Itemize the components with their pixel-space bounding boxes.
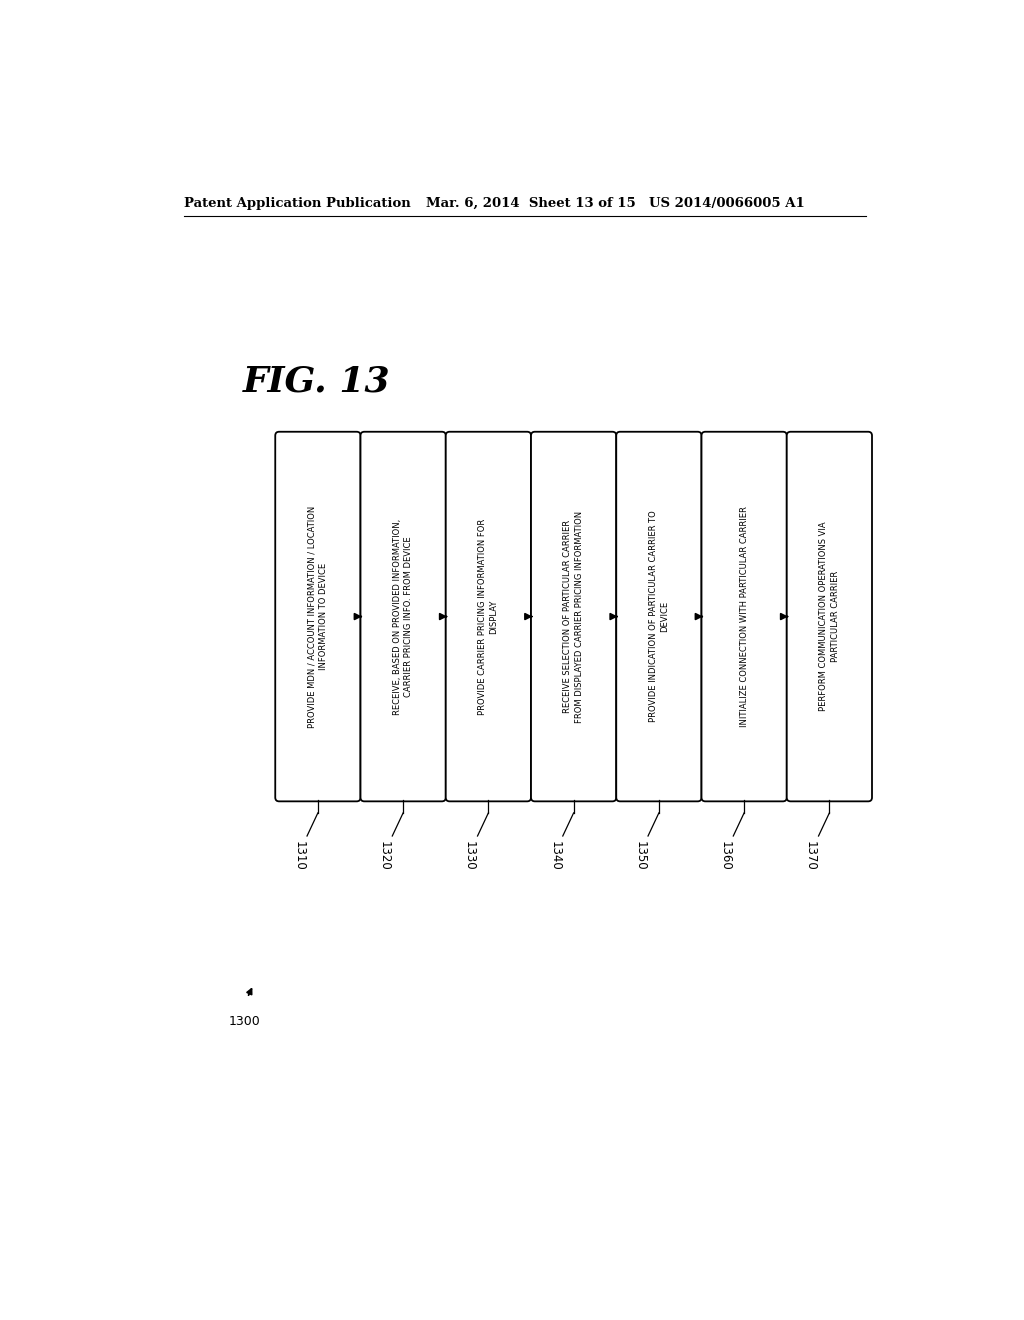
FancyBboxPatch shape: [786, 432, 872, 801]
FancyBboxPatch shape: [701, 432, 786, 801]
Text: 1340: 1340: [548, 841, 561, 871]
Text: Patent Application Publication: Patent Application Publication: [183, 197, 411, 210]
FancyBboxPatch shape: [531, 432, 616, 801]
Text: 1350: 1350: [634, 841, 646, 871]
Text: RECEIVE, BASED ON PROVIDED INFORMATION,
CARRIER PRICING INFO. FROM DEVICE: RECEIVE, BASED ON PROVIDED INFORMATION, …: [393, 519, 414, 714]
Text: PERFORM COMMUNICATION OPERATIONS VIA
PARTICULAR CARRIER: PERFORM COMMUNICATION OPERATIONS VIA PAR…: [819, 521, 840, 711]
FancyBboxPatch shape: [360, 432, 445, 801]
Text: PROVIDE MDN / ACCOUNT INFORMATION / LOCATION
INFORMATION TO DEVICE: PROVIDE MDN / ACCOUNT INFORMATION / LOCA…: [307, 506, 328, 727]
Text: US 2014/0066005 A1: US 2014/0066005 A1: [649, 197, 805, 210]
Text: FIG. 13: FIG. 13: [243, 364, 390, 399]
Text: 1310: 1310: [293, 841, 305, 871]
FancyBboxPatch shape: [616, 432, 701, 801]
Text: INITIALIZE CONNECTION WITH PARTICULAR CARRIER: INITIALIZE CONNECTION WITH PARTICULAR CA…: [739, 506, 749, 727]
Text: PROVIDE CARRIER PRICING INFORMATION FOR
DISPLAY: PROVIDE CARRIER PRICING INFORMATION FOR …: [478, 519, 499, 714]
Text: 1360: 1360: [719, 841, 732, 871]
FancyBboxPatch shape: [445, 432, 531, 801]
Text: Mar. 6, 2014  Sheet 13 of 15: Mar. 6, 2014 Sheet 13 of 15: [426, 197, 636, 210]
Text: PROVIDE INDICATION OF PARTICULAR CARRIER TO
DEVICE: PROVIDE INDICATION OF PARTICULAR CARRIER…: [648, 511, 669, 722]
Text: 1320: 1320: [378, 841, 391, 871]
Text: 1330: 1330: [463, 841, 476, 871]
Text: RECEIVE SELECTION OF PARTICULAR CARRIER
FROM DISPLAYED CARRIER PRICING INFORMATI: RECEIVE SELECTION OF PARTICULAR CARRIER …: [563, 511, 584, 722]
FancyBboxPatch shape: [275, 432, 360, 801]
Text: 1370: 1370: [804, 841, 817, 871]
Text: 1300: 1300: [228, 1015, 260, 1028]
